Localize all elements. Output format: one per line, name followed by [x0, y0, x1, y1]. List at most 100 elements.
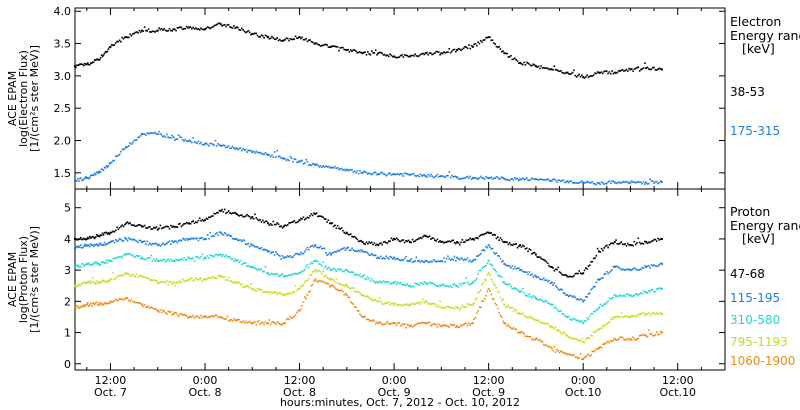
data-dot	[233, 238, 235, 240]
data-dot	[191, 277, 193, 279]
data-dot	[238, 318, 240, 321]
data-dot	[289, 255, 292, 257]
data-dot	[376, 243, 378, 246]
data-dot	[418, 54, 420, 57]
data-dot	[135, 240, 138, 243]
data-dot	[489, 177, 491, 180]
data-dot	[116, 40, 118, 43]
data-dot	[214, 139, 217, 142]
data-dot	[78, 283, 80, 286]
data-dot	[560, 180, 562, 183]
data-dot	[301, 218, 303, 220]
data-dot	[523, 332, 525, 335]
data-dot	[628, 339, 630, 342]
data-dot	[352, 49, 355, 51]
data-dot	[583, 319, 586, 322]
data-point	[345, 168, 348, 171]
data-dot	[85, 263, 87, 266]
data-dot	[126, 239, 129, 242]
data-dot	[334, 268, 336, 271]
data-dot	[569, 294, 571, 297]
data-dot	[494, 234, 497, 236]
data-dot	[558, 289, 561, 292]
data-dot	[585, 181, 587, 184]
data-dot	[138, 136, 141, 139]
data-dot	[335, 167, 338, 170]
data-dot	[553, 345, 556, 348]
data-dot	[608, 321, 611, 323]
data-dot	[260, 322, 263, 324]
data-dot	[372, 243, 374, 246]
data-dot	[457, 326, 460, 329]
data-dot	[234, 211, 237, 214]
data-dot	[286, 292, 289, 295]
data-dot	[122, 274, 125, 276]
data-dot	[380, 51, 382, 54]
data-dot	[541, 258, 544, 261]
data-dot	[322, 216, 324, 219]
data-dot	[254, 320, 256, 323]
data-dot	[102, 303, 105, 306]
data-dot	[423, 281, 426, 284]
data-dot	[192, 238, 194, 240]
data-dot	[166, 242, 168, 245]
data-dot	[171, 283, 173, 285]
data-dot	[436, 173, 439, 176]
data-dot	[301, 270, 303, 273]
data-dot	[399, 303, 402, 306]
data-point	[629, 337, 632, 340]
data-dot	[214, 212, 217, 215]
data-point	[424, 322, 427, 325]
data-dot	[545, 323, 548, 325]
data-dot	[594, 257, 596, 259]
data-point	[204, 219, 206, 222]
data-dot	[124, 298, 126, 300]
data-dot	[276, 37, 279, 39]
data-dot	[300, 251, 302, 254]
data-dot	[516, 60, 519, 62]
data-dot	[575, 356, 578, 358]
data-dot	[255, 150, 258, 153]
data-dot	[368, 53, 370, 55]
data-point	[109, 231, 112, 234]
data-dot	[81, 63, 83, 66]
data-dot	[239, 283, 242, 286]
data-dot	[657, 288, 659, 291]
data-dot	[192, 257, 194, 260]
data-dot	[179, 259, 181, 261]
data-dot	[518, 267, 520, 269]
data-dot	[410, 324, 412, 327]
data-dot	[218, 209, 221, 212]
data-dot	[118, 274, 121, 277]
data-dot	[386, 281, 389, 284]
data-dot	[80, 244, 82, 246]
data-dot	[391, 302, 394, 305]
data-dot	[489, 246, 491, 248]
data-dot	[620, 241, 623, 243]
data-dot	[489, 232, 491, 234]
data-point	[188, 315, 191, 318]
data-dot	[279, 38, 281, 41]
data-point	[471, 237, 474, 240]
data-dot	[494, 269, 497, 272]
data-dot	[147, 133, 150, 135]
data-dot	[544, 259, 546, 262]
data-dot	[646, 292, 649, 294]
data-dot	[406, 173, 409, 175]
data-dot	[167, 225, 170, 228]
data-dot	[447, 305, 449, 308]
data-dot	[611, 242, 613, 245]
data-dot	[104, 51, 107, 53]
data-point	[267, 153, 270, 156]
data-dot	[102, 169, 105, 172]
data-dot	[306, 294, 309, 296]
data-dot	[479, 269, 482, 272]
data-dot	[624, 181, 627, 184]
data-dot	[185, 221, 188, 224]
data-dot	[388, 301, 390, 304]
data-dot	[431, 53, 433, 56]
data-dot	[315, 280, 318, 282]
data-dot	[552, 178, 554, 181]
data-dot	[301, 253, 303, 255]
